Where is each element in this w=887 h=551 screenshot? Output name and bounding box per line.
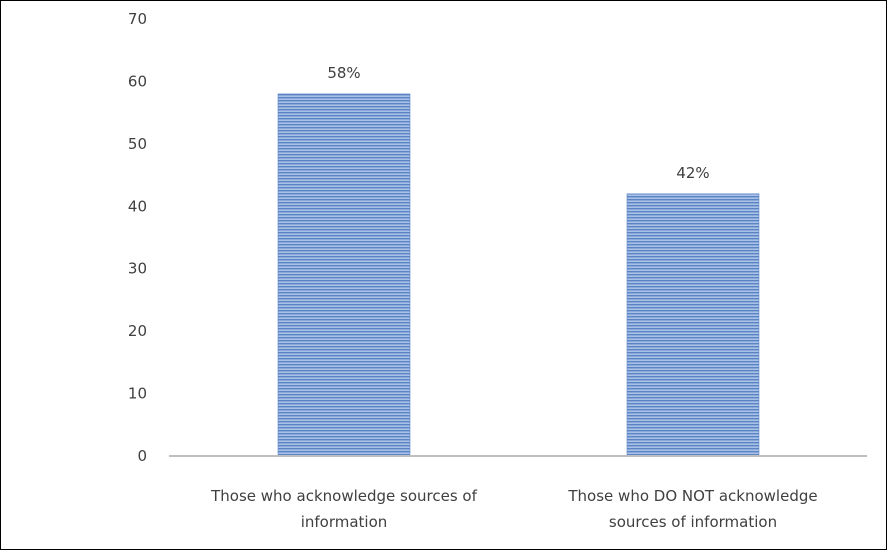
y-tick-label: 0 [137, 447, 147, 465]
y-tick-label: 40 [128, 197, 147, 215]
category-labels: Those who acknowledge sources of informat… [210, 487, 817, 531]
data-labels: 58% 42% [327, 64, 709, 182]
y-tick-label: 20 [128, 322, 147, 340]
category-label: information [301, 513, 388, 531]
bars [277, 93, 760, 457]
data-label: 42% [676, 164, 709, 182]
y-tick-label: 70 [128, 10, 147, 28]
y-tick-label: 30 [128, 260, 147, 278]
category-label: Those who acknowledge sources of [210, 487, 477, 505]
category-label: Those who DO NOT acknowledge [567, 487, 817, 505]
data-label: 58% [327, 64, 360, 82]
y-tick-label: 10 [128, 385, 147, 403]
y-tick-label: 50 [128, 135, 147, 153]
y-tick-label: 60 [128, 72, 147, 90]
category-label: sources of information [609, 513, 777, 531]
y-axis-tick-labels: 0 10 20 30 40 50 60 70 [128, 10, 147, 465]
bar [626, 193, 760, 457]
bar [277, 93, 411, 457]
